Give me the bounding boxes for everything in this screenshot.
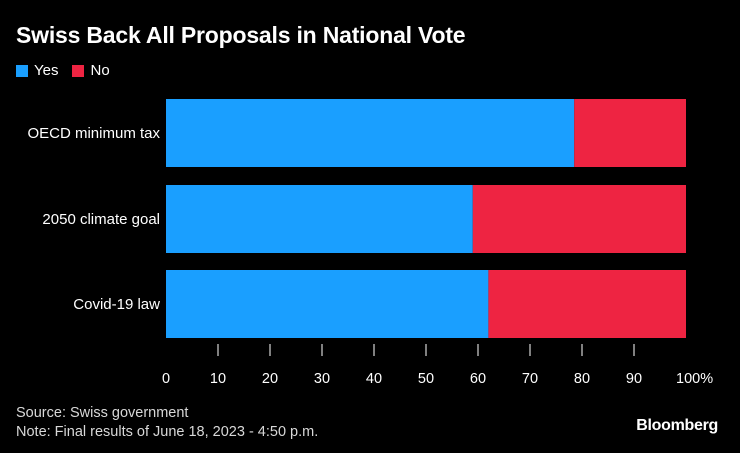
bloomberg-logo: Bloomberg [636, 417, 718, 434]
x-tick-label-0: 0 [162, 371, 170, 387]
x-tick-label-90: 90 [626, 371, 642, 387]
category-label-oecd-minimum-tax: OECD minimum tax [27, 125, 160, 142]
x-tick-label-30: 30 [314, 371, 330, 387]
legend-label-no: No [90, 62, 110, 79]
bar-chart: OECD minimum tax 2050 climate goal Covid-1… [27, 99, 713, 387]
legend-swatch-no [72, 64, 85, 77]
legend-label-yes: Yes [34, 62, 59, 79]
x-tick-label-70: 70 [522, 371, 538, 387]
x-tick-label-60: 60 [470, 371, 486, 387]
legend: Yes No [16, 62, 124, 79]
bar-yes-covid-19-law [166, 270, 489, 338]
x-tick-label-10: 10 [210, 371, 226, 387]
bar-yes-oecd-minimum-tax [166, 99, 575, 167]
chart-title: Swiss Back All Proposals in National Vot… [16, 22, 466, 48]
bar-no-2050-climate-goal [472, 185, 686, 253]
x-tick-label-100: 100% [676, 371, 713, 387]
source-note: Source: Swiss government [16, 405, 189, 421]
legend-item-yes: Yes [16, 62, 58, 79]
x-tick-label-50: 50 [418, 371, 434, 387]
bar-no-covid-19-law [488, 270, 686, 338]
bar-no-oecd-minimum-tax [574, 99, 686, 167]
footer: Source: Swiss government Note: Final res… [16, 404, 318, 442]
x-tick-label-80: 80 [574, 371, 590, 387]
category-label-2050-climate-goal: 2050 climate goal [42, 211, 160, 228]
x-tick-label-40: 40 [366, 371, 382, 387]
category-label-covid-19-law: Covid-19 law [73, 296, 160, 313]
bar-yes-2050-climate-goal [166, 185, 473, 253]
legend-swatch-yes [16, 64, 28, 77]
footnote: Note: Final results of June 18, 2023 - 4… [16, 424, 319, 440]
x-tick-label-20: 20 [262, 371, 278, 387]
legend-item-no: No [72, 62, 110, 79]
